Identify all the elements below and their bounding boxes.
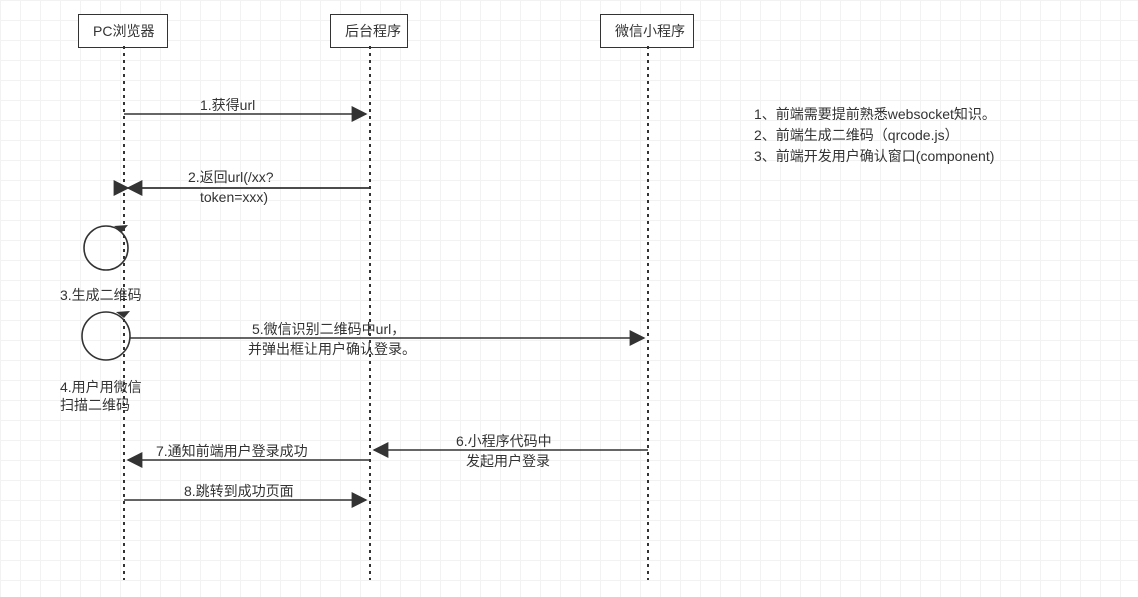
sequence-diagram-svg — [0, 0, 1138, 597]
notes-block: 1、前端需要提前熟悉websocket知识。 2、前端生成二维码（qrcode.… — [754, 104, 996, 167]
selfloop-m3 — [84, 226, 128, 270]
label-m5-l2: 并弹出框让用户确认登录。 — [248, 340, 416, 359]
label-m4-l1: 4.用户用微信 — [60, 378, 142, 397]
label-m8: 8.跳转到成功页面 — [184, 482, 294, 501]
label-m6-l1: 6.小程序代码中 — [456, 432, 552, 451]
note-line-1: 1、前端需要提前熟悉websocket知识。 — [754, 104, 996, 125]
note-line-2: 2、前端生成二维码（qrcode.js） — [754, 125, 996, 146]
label-m6-l2: 发起用户登录 — [466, 452, 550, 471]
label-m2-l2: token=xxx) — [200, 188, 268, 207]
label-m3: 3.生成二维码 — [60, 286, 142, 305]
selfloop-m4 — [82, 312, 130, 360]
label-m7: 7.通知前端用户登录成功 — [156, 442, 308, 461]
label-m1: 1.获得url — [200, 96, 255, 115]
label-m5-l1: 5.微信识别二维码中url， — [252, 320, 405, 339]
note-line-3: 3、前端开发用户确认窗口(component) — [754, 146, 996, 167]
label-m2-l1: 2.返回url(/xx? — [188, 168, 274, 187]
label-m4-l2: 扫描二维码 — [60, 396, 130, 415]
